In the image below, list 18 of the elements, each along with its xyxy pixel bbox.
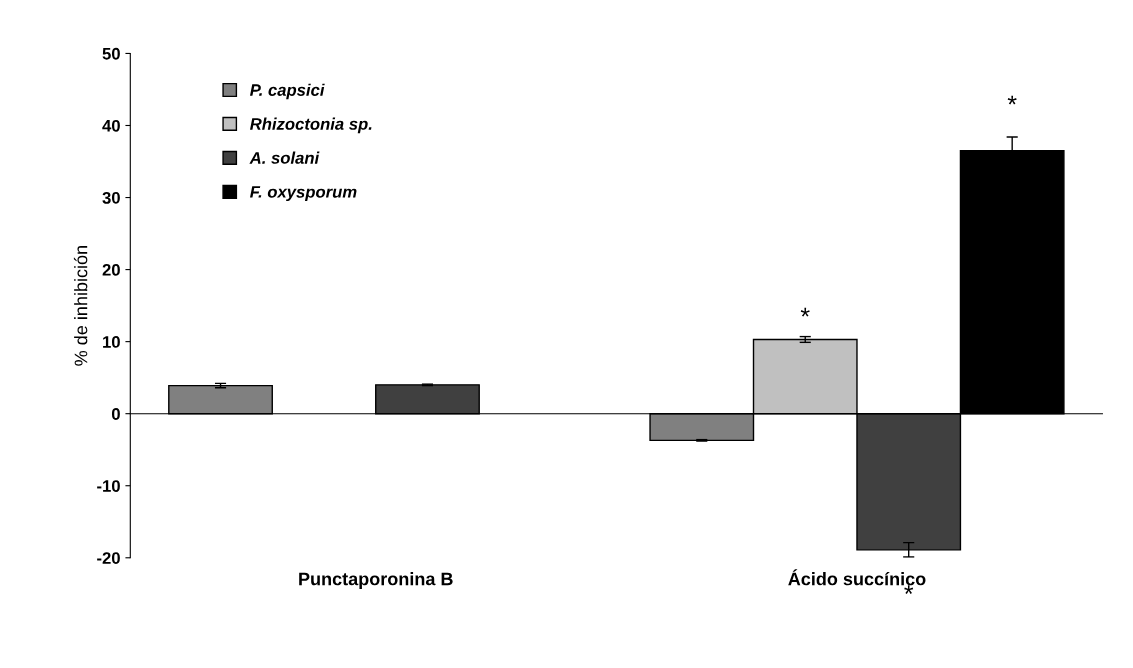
- y-tick-label: 40: [102, 119, 120, 132]
- y-tick-label: 0: [111, 408, 120, 420]
- y-tick-label: 20: [102, 263, 120, 276]
- annotation: *: [904, 585, 914, 594]
- x-tick-label: Ácido succínico: [788, 569, 926, 586]
- legend-label: A. solani: [249, 151, 320, 164]
- legend-label: F. oxysporum: [250, 186, 357, 202]
- y-axis-title: % de inhibición: [73, 246, 88, 366]
- legend-label: Rhizoctonia sp.: [250, 117, 372, 134]
- y-tick-label: 30: [102, 191, 120, 204]
- x-tick-label: Punctaporonina B: [299, 572, 453, 589]
- legend-label: P. capsici: [250, 83, 325, 100]
- y-tick-label: -10: [97, 480, 120, 492]
- annotation: *: [1007, 95, 1017, 105]
- y-tick-label: 50: [102, 47, 120, 60]
- y-tick-label: 10: [103, 336, 120, 348]
- annotation: *: [800, 307, 810, 317]
- y-tick-label: -20: [97, 552, 120, 564]
